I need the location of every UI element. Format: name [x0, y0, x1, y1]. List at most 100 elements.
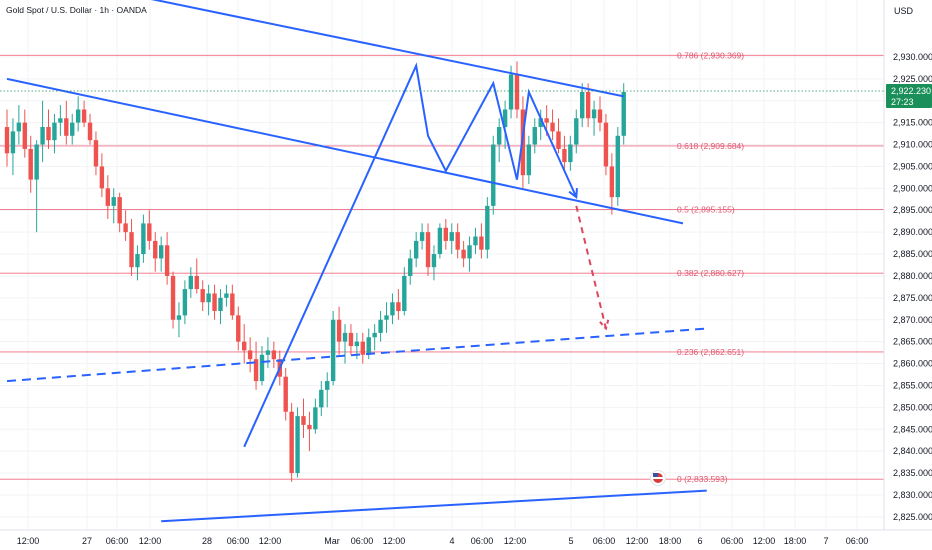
candle-body [568, 144, 573, 163]
candle-body [342, 332, 348, 342]
time-tick-label: 06:00 [106, 536, 129, 546]
price-tick-label: 2,845.000 [893, 424, 932, 434]
price-tick-label: 2,870.000 [893, 315, 932, 325]
candle-body [307, 424, 312, 430]
candle-body [271, 350, 277, 360]
candle-body [437, 227, 443, 255]
candle-body [443, 227, 449, 241]
candle-body [289, 411, 294, 474]
time-tick-label: 27 [82, 536, 92, 546]
candle-body [514, 74, 520, 110]
time-axis[interactable]: 12:00 27 06:00 12:00 28 06:00 12:00 Mar 06:00 12:… [0, 529, 932, 546]
price-tick-label: 2,890.000 [893, 227, 932, 237]
time-tick-label: 12:00 [259, 536, 282, 546]
candle-body [153, 240, 158, 259]
price-tick-label: 2,865.000 [893, 337, 932, 347]
candle-body [419, 232, 425, 241]
event-flag-icon[interactable] [650, 470, 666, 486]
candle-body [230, 293, 235, 316]
candle-body [449, 232, 454, 241]
time-tick-label: 12:00 [753, 536, 776, 546]
last-price-tag-bg [886, 83, 932, 108]
candle-body [81, 109, 87, 123]
price-tick-label: 2,875.000 [893, 293, 932, 303]
wave-pattern-path [243, 62, 578, 448]
last-price-tag: 2,922.230 27:23 [886, 83, 932, 108]
candle-body [16, 122, 22, 132]
price-tick-label: 2,915.000 [893, 118, 932, 128]
wave-arrowhead [568, 188, 578, 200]
candle-body [496, 127, 502, 145]
candle-body [431, 254, 437, 268]
candle-body [242, 341, 247, 351]
candle-body [87, 122, 93, 141]
candle-body [550, 122, 555, 132]
candle-body [295, 416, 300, 474]
candle-body [34, 144, 39, 180]
candle-body [413, 240, 419, 259]
candle-body [247, 350, 253, 360]
candle-body [129, 232, 134, 268]
fib-level-label: 0 (2,833.593) [677, 474, 728, 484]
candle-body [182, 289, 188, 316]
trendline-channel-top-upper [150, 0, 624, 98]
fib-level-label: 0.382 (2,880.627) [677, 268, 744, 278]
time-tick-label: 18:00 [659, 536, 682, 546]
time-tick-label: 28 [202, 536, 212, 546]
candle-body [93, 140, 99, 167]
price-tick-label: 2,900.000 [893, 183, 932, 193]
price-tick-label: 2,835.000 [893, 468, 932, 478]
candle-body [360, 341, 365, 355]
candle-body [615, 135, 620, 198]
price-tick-label: 2,840.000 [893, 446, 932, 456]
candle-body [52, 122, 57, 141]
price-tick-label: 2,880.000 [893, 271, 932, 281]
candle-body [147, 223, 152, 241]
last-price-countdown: 27:23 [891, 97, 914, 107]
candle-body [348, 332, 354, 347]
candle-body [4, 127, 10, 154]
time-tick-label: 18:00 [784, 536, 807, 546]
candle-body [158, 245, 164, 259]
candle-body [526, 144, 532, 176]
candle-body [200, 289, 205, 303]
price-tick-label: 2,860.000 [893, 359, 932, 369]
candle-body [141, 223, 146, 255]
price-tick-label: 2,925.000 [893, 74, 932, 84]
candle-body [366, 337, 371, 355]
candle-body [491, 144, 496, 206]
time-tick-label: 4 [449, 536, 454, 546]
last-price-value: 2,922.230 [891, 86, 931, 96]
candle-body [485, 205, 490, 250]
candle-body [10, 131, 16, 154]
currency-label[interactable]: USD [894, 6, 914, 16]
candle-body [336, 319, 342, 342]
event-flag-stripe [653, 477, 663, 479]
candle-body [591, 109, 597, 119]
candle-body [372, 332, 377, 338]
time-tick-label: 06:00 [351, 536, 374, 546]
time-tick-label: 5 [568, 536, 573, 546]
candle-body [313, 407, 318, 430]
trendline-support-bottom [161, 489, 707, 523]
time-tick-label: 7 [823, 536, 828, 546]
price-tick-label: 2,905.000 [893, 161, 932, 171]
fib-level-label: 0.786 (2,930.369) [677, 50, 744, 60]
price-axis[interactable]: 2,825.000 2,830.000 2,835.000 2,840.000 2,84… [883, 0, 932, 530]
candle-body [283, 376, 288, 412]
price-tick-label: 2,855.000 [893, 380, 932, 390]
candle-body [562, 148, 567, 163]
candle-body [574, 118, 579, 145]
candle-body [508, 74, 514, 110]
candle-body [236, 315, 241, 342]
candle-body [123, 223, 128, 233]
candle-body [259, 354, 265, 382]
candle-body [585, 91, 591, 119]
candle-body [396, 302, 401, 311]
event-flag-canton [653, 473, 658, 477]
chart-title: Gold Spot / U.S. Dollar · 1h · OANDA [6, 5, 147, 15]
fib-level-label: 0.5 (2,895.155) [677, 205, 735, 215]
price-tick-label: 2,910.000 [893, 140, 932, 150]
